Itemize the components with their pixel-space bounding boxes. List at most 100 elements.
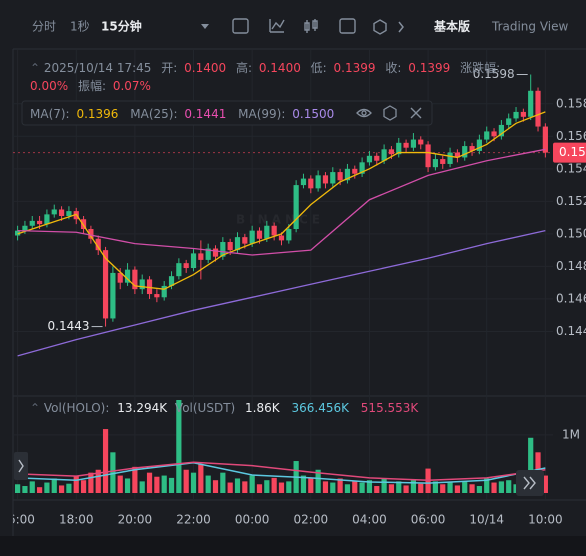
volume-bar [506, 480, 512, 493]
y-tick-label: 0.1560 [556, 129, 586, 143]
ma-value: 0.1500 [292, 107, 334, 121]
candle-body [542, 126, 548, 153]
settings-icon[interactable] [339, 18, 356, 34]
volume-bar [352, 481, 358, 493]
volume-bar [80, 480, 87, 493]
indicator-icon[interactable] [232, 18, 249, 34]
candle-body [418, 139, 424, 145]
candle-icon[interactable] [304, 19, 318, 33]
interval-tab[interactable]: 分时 [32, 20, 56, 34]
ma-line [17, 111, 546, 290]
expand-left-button[interactable] [14, 452, 28, 480]
info-value: 0.07% [113, 79, 151, 93]
candle-body [447, 152, 453, 164]
candle-body [95, 238, 101, 251]
candle-body [110, 272, 116, 319]
vol-legend: ⌃ Vol(HOLO): 13.294K Vol(USDT) 1.86K 366… [30, 401, 419, 415]
candle-body [344, 168, 351, 181]
x-tick-label: 04:00 [352, 513, 387, 527]
candle-body [242, 237, 248, 244]
volume-bar [344, 484, 351, 493]
candle-body [491, 131, 497, 137]
candle-body [300, 178, 307, 186]
volume-bar [396, 481, 402, 493]
volume-bar [418, 483, 424, 493]
vol-label: Vol(USDT) [175, 401, 235, 415]
expand-left-icon[interactable] [18, 459, 24, 473]
volume-bar [271, 477, 277, 493]
visibility-icon[interactable] [356, 108, 372, 118]
volume-bar [124, 478, 131, 493]
candle-body [146, 279, 153, 295]
candle-body [352, 168, 358, 174]
candle-body [36, 220, 43, 225]
candle-body [381, 149, 387, 161]
volume-bar [476, 486, 482, 493]
x-tick-label: 10/14 [469, 513, 504, 527]
volume-bar [440, 484, 446, 493]
candle-body [410, 139, 417, 148]
toolbar: 分时 1秒 15分钟 基本版 Trading View [32, 18, 569, 35]
volume-bar [22, 486, 28, 493]
x-tick-label: 22:00 [176, 513, 211, 527]
last-price-label: 0.1550 [559, 145, 586, 159]
interval-tab-active[interactable]: 15分钟 [101, 19, 142, 34]
candle-body [88, 229, 94, 239]
volume-bar [161, 475, 167, 493]
line-icon[interactable] [269, 19, 285, 33]
ma-label: MA(7): [30, 107, 70, 121]
volume-bar [374, 486, 380, 493]
volume-bar [176, 400, 182, 493]
volume-bar [66, 483, 72, 493]
mode-tab[interactable]: Trading View [491, 20, 569, 34]
candle-body [234, 237, 241, 251]
volume-bar [146, 472, 153, 493]
candle-body [58, 209, 65, 216]
candle-body [506, 118, 512, 125]
ma-settings-icon[interactable] [383, 105, 397, 121]
volume-bar [300, 475, 307, 493]
scroll-latest-button[interactable] [516, 470, 544, 496]
volume-bar [183, 469, 189, 493]
volume-bar [388, 484, 395, 493]
footer-band [0, 536, 586, 556]
y-tick-label: 0.1440 [556, 324, 586, 338]
volume-bar [36, 487, 43, 493]
volume-bar [110, 452, 116, 493]
volume-bar [264, 480, 270, 493]
candle-body [322, 175, 329, 184]
y-tick-label: 0.1500 [556, 226, 586, 240]
interval-tab[interactable]: 1秒 [70, 20, 90, 34]
y-tick-label: 0.1580 [556, 96, 586, 110]
close-icon[interactable] [410, 107, 422, 119]
y-tick-label: 0.1460 [556, 291, 586, 305]
volume-bar [227, 482, 233, 493]
volume-bar [58, 485, 65, 493]
candle-body [139, 279, 145, 290]
hex-icon[interactable] [373, 19, 387, 35]
vol-label: Vol(HOLO): [44, 401, 110, 415]
ma-value: 0.1441 [184, 107, 226, 121]
dropdown-icon[interactable] [201, 24, 209, 29]
more-icon[interactable] [398, 21, 404, 33]
x-tick-label: 18:00 [59, 513, 94, 527]
volume-bar [212, 480, 219, 493]
y-tick-label: 0.1480 [556, 259, 586, 273]
collapse-icon: ⌃ [30, 61, 44, 75]
volume-bar [242, 481, 248, 493]
volume-bar [542, 475, 548, 493]
volume-bar [88, 472, 94, 493]
candle-body [440, 159, 446, 164]
volume-bar [308, 478, 314, 493]
candle-body [520, 111, 526, 117]
volume-bar [432, 481, 439, 493]
volume-bar [95, 469, 101, 493]
info-datetime: 2025/10/14 17:45 [44, 61, 152, 75]
mode-tab-active[interactable]: 基本版 [433, 19, 470, 34]
x-tick-label: 16:00 [0, 513, 35, 527]
volume-bar [315, 469, 321, 493]
candle-body [80, 219, 87, 230]
scroll-latest-icon[interactable] [523, 476, 536, 490]
candle-body [374, 155, 380, 161]
volume-bar [168, 477, 175, 493]
